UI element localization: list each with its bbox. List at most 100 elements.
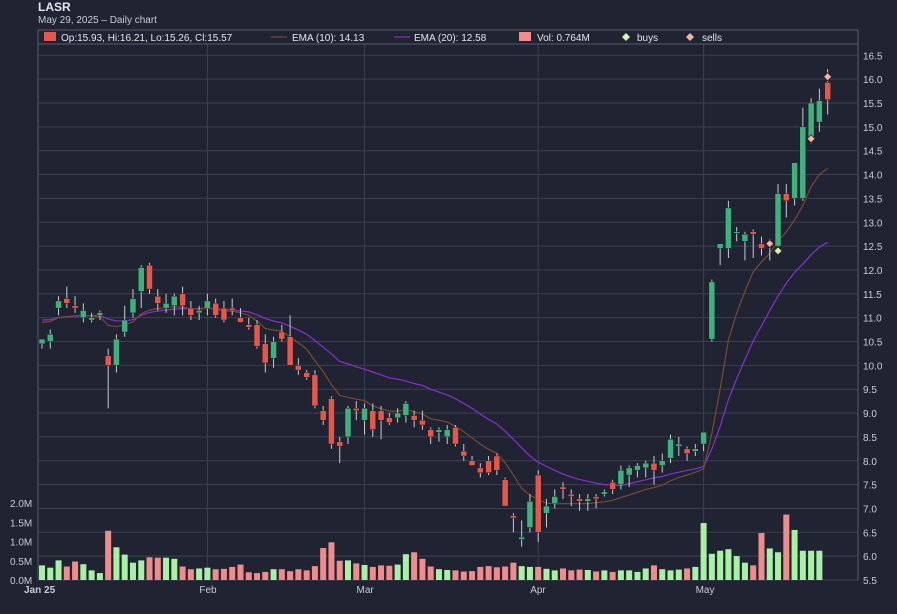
candle-body xyxy=(377,410,385,421)
candle-body xyxy=(138,267,145,292)
price-tick-label: 15.5 xyxy=(863,99,883,110)
buy-marker xyxy=(773,246,783,256)
volume-bar xyxy=(353,563,360,580)
candle-body xyxy=(493,455,501,471)
chart-subtitle: May 29, 2025 – Daily chart xyxy=(38,15,157,26)
legend-ema10: EMA (10): 14.13 xyxy=(292,33,365,44)
candle-body xyxy=(584,498,592,502)
legend-ohlc-swatch xyxy=(44,32,56,41)
candle-body xyxy=(683,448,691,454)
candle-body xyxy=(71,305,79,309)
candle-body xyxy=(667,439,674,459)
candle-body xyxy=(154,295,161,304)
volume-bar xyxy=(287,571,294,580)
date-tick-label: Apr xyxy=(530,585,546,596)
candle-body xyxy=(319,410,327,421)
legend-buys-marker-icon xyxy=(622,33,630,41)
candle-body xyxy=(204,300,211,309)
volume-bar xyxy=(80,564,87,580)
candlesticks xyxy=(38,69,831,547)
candle-body xyxy=(725,207,732,249)
volume-bar xyxy=(72,561,79,580)
candle-body xyxy=(113,338,120,366)
volume-bar xyxy=(452,570,459,580)
volume-bar xyxy=(427,566,434,580)
volume-bar xyxy=(270,569,277,580)
volume-bar xyxy=(708,553,715,580)
volume-bar xyxy=(758,533,765,580)
candle-body xyxy=(783,193,790,201)
candle-body xyxy=(361,408,368,421)
volume-bar xyxy=(576,569,583,580)
price-tick-label: 7.0 xyxy=(863,504,877,515)
legend-ohlc: Op:15.93, Hi:16.21, Lo:15.26, Cl:15.57 xyxy=(61,33,233,44)
volume-bar xyxy=(667,570,674,580)
volume-bar xyxy=(278,569,285,580)
volume-bar xyxy=(179,566,186,580)
volume-bar xyxy=(741,562,748,580)
price-tick-label: 13.0 xyxy=(863,218,883,229)
candle-body xyxy=(634,465,641,471)
volume-bar xyxy=(485,566,492,580)
price-tick-label: 9.5 xyxy=(863,385,877,396)
candle-body xyxy=(336,441,343,447)
volume-bar xyxy=(502,566,509,580)
volume-bar xyxy=(113,547,120,580)
volume-bar xyxy=(584,569,591,580)
volume-bar xyxy=(369,566,376,580)
candle-body xyxy=(47,334,54,342)
volume-bar xyxy=(477,566,484,580)
volume-bar xyxy=(378,565,385,580)
candle-body xyxy=(477,467,484,473)
volume-bar xyxy=(568,570,575,580)
candle-body xyxy=(286,336,294,366)
volume-bar xyxy=(63,566,70,580)
volume-bar xyxy=(361,564,368,580)
price-tick-label: 8.0 xyxy=(863,457,877,468)
volume-bar xyxy=(659,569,666,580)
legend-background xyxy=(37,29,859,45)
candle-body xyxy=(344,408,352,438)
candle-body xyxy=(444,429,451,438)
candle-body xyxy=(303,372,310,378)
volume-bar xyxy=(129,562,136,580)
price-tick-label: 11.5 xyxy=(863,290,882,301)
date-tick-label: May xyxy=(696,585,715,596)
legend-sells: sells xyxy=(702,33,722,44)
candle-body xyxy=(402,403,410,416)
price-tick-label: 12.0 xyxy=(863,266,883,277)
candle-body xyxy=(394,412,401,419)
volume-bar xyxy=(328,542,335,580)
volume-bar xyxy=(386,565,393,580)
volume-bar xyxy=(560,568,567,580)
price-tick-label: 16.0 xyxy=(863,75,883,86)
candle-body xyxy=(104,355,112,366)
candle-body xyxy=(609,482,616,490)
volume-bar xyxy=(617,570,624,580)
price-tick-label: 11.0 xyxy=(863,314,882,325)
candle-body xyxy=(526,501,534,528)
price-axis: 5.5 6.0 6.5 7.0 7.5 8.0 8.5 9.0 9.5 10.0 10.5 11.0 1… xyxy=(863,51,883,587)
volume-bar xyxy=(593,571,600,580)
candle-body xyxy=(435,429,443,433)
volume-bar xyxy=(650,565,657,580)
trade-markers xyxy=(765,72,833,256)
candle-body xyxy=(675,443,682,447)
price-tick-label: 12.5 xyxy=(863,242,883,253)
volume-bar xyxy=(526,566,533,580)
volume-bar xyxy=(303,570,310,580)
volume-bar xyxy=(543,568,550,580)
volume-bar xyxy=(146,557,153,580)
volume-bar xyxy=(419,558,426,580)
sell-marker xyxy=(765,239,775,249)
candle-body xyxy=(510,515,517,519)
candle-body xyxy=(799,126,807,199)
candle-body xyxy=(121,319,128,333)
candle-body xyxy=(716,243,724,249)
candle-body xyxy=(692,448,699,452)
volume-bar xyxy=(39,565,45,580)
volume-bar xyxy=(220,568,227,580)
legend-volume-swatch xyxy=(519,32,531,41)
volume-bar xyxy=(700,523,707,580)
